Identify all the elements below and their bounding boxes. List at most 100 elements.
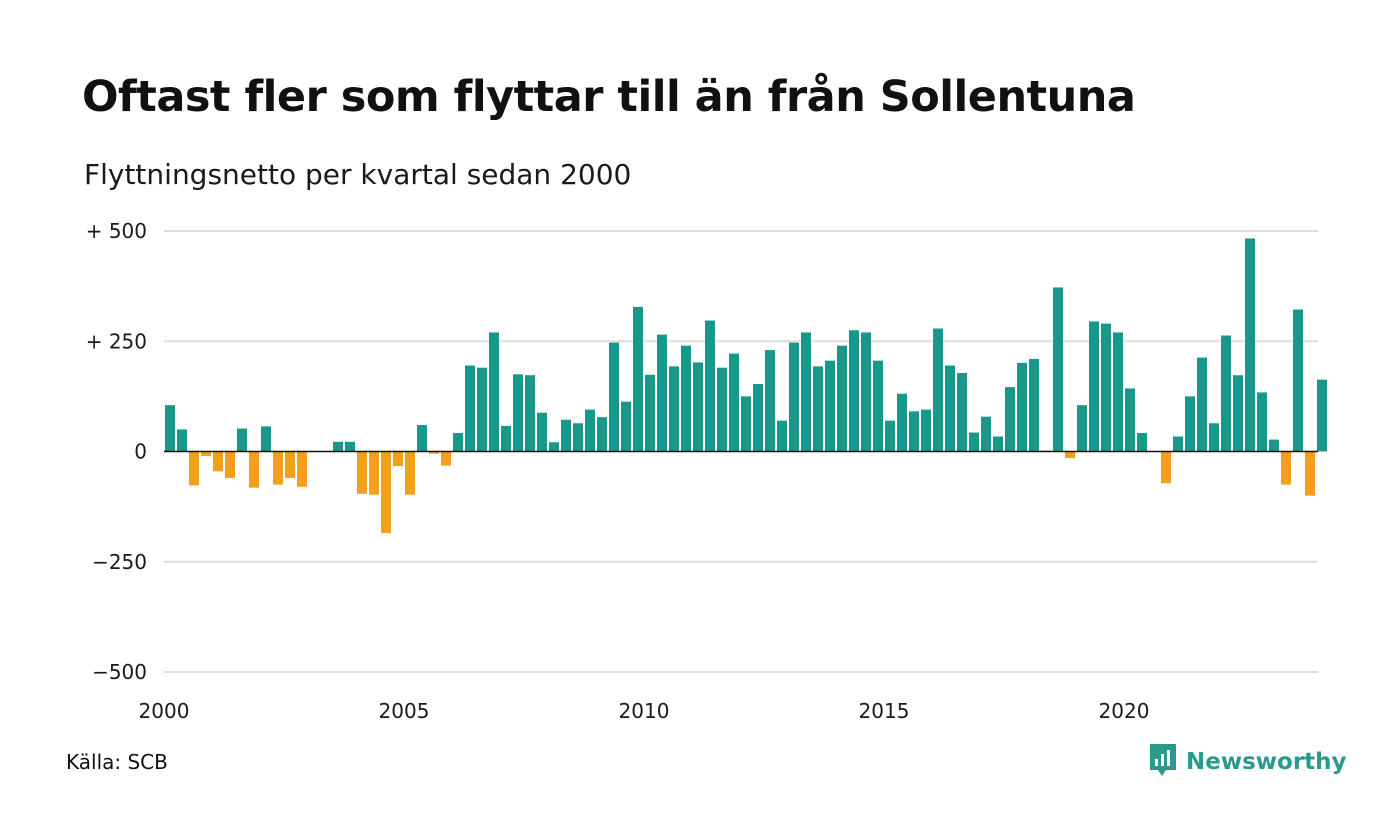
bar-2017-q4 bbox=[1017, 362, 1027, 452]
bar-2004-q3 bbox=[381, 451, 391, 534]
y-tick-label: + 250 bbox=[86, 329, 147, 353]
x-tick-label: 2000 bbox=[139, 699, 190, 723]
y-tick-label: −250 bbox=[92, 550, 147, 574]
bar-2009-q4 bbox=[633, 306, 643, 452]
bar-2015-q1 bbox=[885, 420, 895, 452]
bar-2005-q1 bbox=[405, 451, 415, 495]
bar-2017-q2 bbox=[993, 436, 1003, 452]
bar-2016-q2 bbox=[945, 365, 955, 452]
bar-2010-q3 bbox=[669, 366, 679, 452]
bar-2013-q2 bbox=[801, 332, 811, 452]
y-tick-label: + 500 bbox=[86, 219, 147, 243]
bar-2020-q2 bbox=[1137, 432, 1147, 452]
bar-2016-q4 bbox=[969, 432, 979, 452]
x-tick-label: 2020 bbox=[1099, 699, 1150, 723]
bar-2007-q2 bbox=[513, 374, 523, 452]
bar-2014-q4 bbox=[873, 360, 883, 452]
bar-2018-q4 bbox=[1065, 451, 1075, 459]
bar-2015-q3 bbox=[909, 411, 919, 452]
bar-2018-q1 bbox=[1029, 358, 1039, 452]
bar-2013-q1 bbox=[789, 342, 799, 452]
y-tick-label: 0 bbox=[134, 440, 147, 464]
bar-2022-q2 bbox=[1233, 375, 1243, 452]
bar-2002-q1 bbox=[261, 426, 271, 452]
bar-2021-q1 bbox=[1173, 436, 1183, 452]
gridlines bbox=[164, 230, 1318, 673]
x-tick-label: 2010 bbox=[619, 699, 670, 723]
bar-2011-q3 bbox=[717, 367, 727, 452]
y-tick-label: −500 bbox=[92, 660, 147, 684]
bar-2016-q3 bbox=[957, 373, 967, 452]
x-axis-labels: 2000 2005 2010 2015 2020 bbox=[139, 699, 1150, 723]
bar-2008-q1 bbox=[549, 442, 559, 452]
bar-2012-q3 bbox=[765, 350, 775, 452]
bar-2001-q2 bbox=[225, 451, 235, 478]
x-tick-label: 2005 bbox=[379, 699, 430, 723]
bar-2017-q1 bbox=[981, 416, 991, 452]
bar-2012-q2 bbox=[753, 384, 763, 452]
bar-2022-q1 bbox=[1221, 335, 1231, 452]
bar-2023-q1 bbox=[1269, 439, 1279, 452]
bar-2009-q2 bbox=[609, 342, 619, 452]
bar-2023-q3 bbox=[1293, 309, 1303, 452]
bar-2006-q3 bbox=[477, 367, 487, 452]
bar-2012-q4 bbox=[777, 420, 787, 452]
bar-2007-q4 bbox=[537, 412, 547, 452]
newsworthy-logo-icon bbox=[1148, 742, 1178, 782]
bar-2019-q2 bbox=[1089, 321, 1099, 452]
bar-2015-q2 bbox=[897, 393, 907, 452]
bar-2000-q4 bbox=[201, 451, 211, 456]
bar-2003-q3 bbox=[333, 441, 343, 452]
chart-subtitle: Flyttningsnetto per kvartal sedan 2000 bbox=[84, 158, 632, 191]
bar-2005-q3 bbox=[429, 451, 439, 454]
bar-2019-q1 bbox=[1077, 405, 1087, 452]
bar-2012-q1 bbox=[741, 396, 751, 452]
bar-2003-q4 bbox=[345, 441, 355, 452]
bar-2014-q2 bbox=[849, 330, 859, 452]
bar-2001-q1 bbox=[213, 451, 223, 472]
bar-2004-q4 bbox=[393, 451, 403, 467]
bar-2011-q1 bbox=[693, 362, 703, 452]
bar-2005-q4 bbox=[441, 451, 451, 466]
bar-2007-q1 bbox=[501, 425, 511, 452]
bar-2016-q1 bbox=[933, 328, 943, 452]
bar-2000-q1 bbox=[165, 405, 175, 452]
bar-2014-q3 bbox=[861, 332, 871, 452]
bar-2010-q4 bbox=[681, 345, 691, 452]
bar-2010-q2 bbox=[657, 334, 667, 452]
bars bbox=[165, 238, 1327, 534]
bar-2002-q4 bbox=[297, 451, 307, 487]
bar-2006-q2 bbox=[465, 365, 475, 452]
bar-2006-q1 bbox=[453, 432, 463, 452]
bar-2001-q4 bbox=[249, 451, 259, 488]
chart-title: Oftast fler som flyttar till än från Sol… bbox=[82, 72, 1136, 122]
bar-2023-q4 bbox=[1305, 451, 1315, 496]
bar-2008-q2 bbox=[561, 419, 571, 452]
bar-2000-q2 bbox=[177, 429, 187, 452]
bar-2017-q3 bbox=[1005, 387, 1015, 452]
bar-2011-q4 bbox=[729, 353, 739, 452]
bar-2007-q3 bbox=[525, 375, 535, 452]
bar-2009-q1 bbox=[597, 417, 607, 452]
bar-2000-q3 bbox=[189, 451, 199, 486]
bar-2021-q4 bbox=[1209, 423, 1219, 452]
x-tick-label: 2015 bbox=[859, 699, 910, 723]
bar-2002-q3 bbox=[285, 451, 295, 478]
bar-2011-q2 bbox=[705, 320, 715, 452]
brand-name: Newsworthy bbox=[1186, 749, 1347, 775]
bar-2001-q3 bbox=[237, 428, 247, 452]
y-axis-labels: + 500 + 250 0 −250 −500 bbox=[86, 219, 147, 684]
bar-2006-q4 bbox=[489, 332, 499, 452]
bar-2015-q4 bbox=[921, 409, 931, 452]
bar-2024-q1 bbox=[1317, 379, 1327, 452]
bar-2021-q2 bbox=[1185, 396, 1195, 452]
bar-2005-q2 bbox=[417, 425, 427, 452]
bar-2019-q3 bbox=[1101, 323, 1111, 452]
bar-2009-q3 bbox=[621, 401, 631, 452]
bar-2023-q2 bbox=[1281, 451, 1291, 485]
bar-2020-q1 bbox=[1125, 388, 1135, 452]
bar-2018-q3 bbox=[1053, 287, 1063, 452]
bar-2010-q1 bbox=[645, 374, 655, 452]
bar-2021-q3 bbox=[1197, 357, 1207, 452]
bar-2014-q1 bbox=[837, 345, 847, 452]
